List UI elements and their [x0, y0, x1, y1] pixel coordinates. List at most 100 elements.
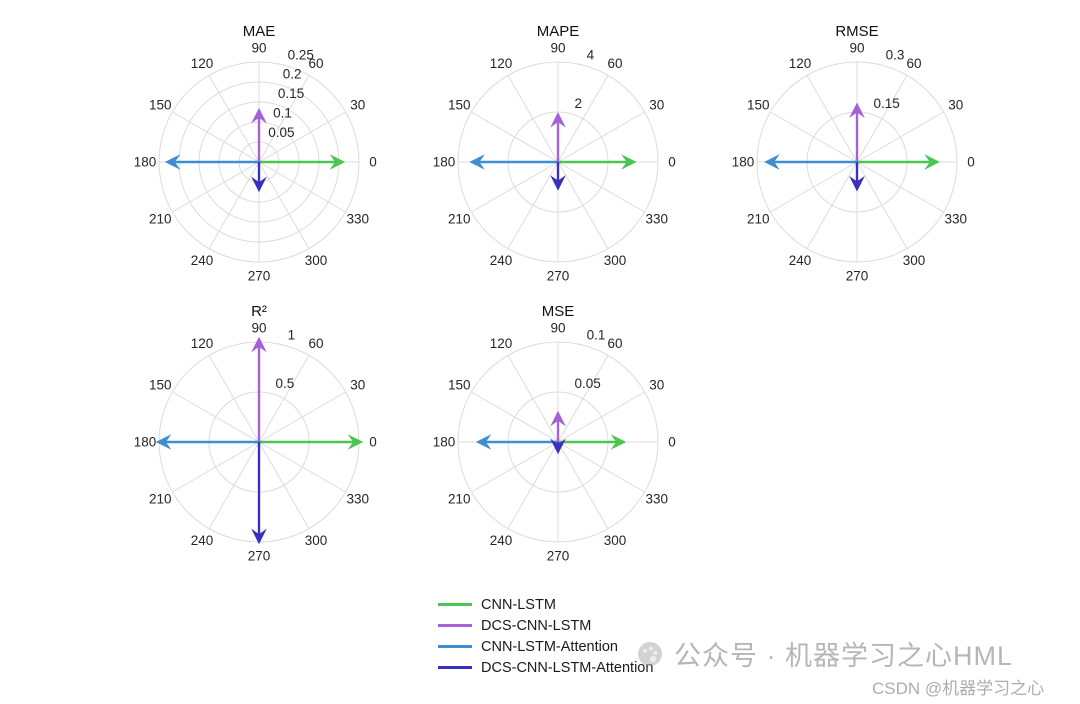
polar-chart-mae: 0 30 60 90 120 150 180 210 240 270 300 330 0.05 0.1 0.… — [124, 14, 394, 301]
angle-tick-label: 150 — [448, 378, 471, 393]
radial-tick-label: 2 — [575, 96, 583, 111]
angle-tick-label: 240 — [191, 253, 214, 268]
angle-tick-label: 270 — [547, 269, 570, 284]
angle-tick-label: 270 — [248, 269, 271, 284]
angle-tick-label: 180 — [134, 155, 157, 170]
angle-tick-label: 270 — [547, 549, 570, 564]
angle-tick-label: 60 — [607, 336, 622, 351]
angle-tick-label: 240 — [490, 533, 513, 548]
chart-title-mape: MAPE — [537, 23, 580, 40]
radial-tick-label: 0.05 — [268, 125, 294, 140]
angle-tick-label: 30 — [350, 98, 365, 113]
legend: CNN-LSTM DCS-CNN-LSTM CNN-LSTM-Attention DC… — [438, 594, 653, 678]
watermark-main: 公众号 · 机器学习之心HML — [636, 634, 1013, 673]
angle-tick-label: 120 — [490, 56, 513, 71]
angle-tick-label: 210 — [448, 212, 471, 227]
angle-tick-label: 300 — [604, 533, 627, 548]
angle-tick-label: 240 — [789, 253, 812, 268]
angle-tick-label: 0 — [668, 155, 676, 170]
watermark-main-text: 公众号 · 机器学习之心HML — [674, 641, 1013, 671]
angle-tick-label: 60 — [308, 56, 323, 71]
angle-tick-label: 120 — [789, 56, 812, 71]
angle-tick-label: 180 — [433, 155, 456, 170]
angle-tick-label: 90 — [849, 41, 864, 56]
angle-tick-label: 120 — [191, 336, 214, 351]
angle-tick-label: 330 — [944, 212, 967, 227]
angle-tick-label: 60 — [308, 336, 323, 351]
chart-title-mae: MAE — [243, 23, 276, 40]
radial-tick-label: 0.15 — [874, 96, 900, 111]
chart-title-mse: MSE — [542, 303, 575, 320]
polar-chart-r2: 0 30 60 90 120 150 180 210 240 270 300 330 0.5 1 R² — [124, 294, 394, 581]
angle-tick-label: 150 — [149, 98, 172, 113]
angle-tick-label: 210 — [149, 212, 172, 227]
watermark-logo-icon — [638, 641, 662, 666]
radial-tick-label: 0.3 — [886, 47, 905, 62]
angle-tick-label: 150 — [747, 98, 770, 113]
angle-tick-label: 150 — [448, 98, 471, 113]
radial-tick-label: 0.25 — [288, 47, 314, 62]
angle-tick-label: 180 — [134, 435, 157, 450]
angle-tick-label: 330 — [645, 492, 668, 507]
legend-swatch — [438, 603, 472, 606]
angle-tick-label: 30 — [350, 378, 365, 393]
radial-tick-label: 4 — [587, 47, 595, 62]
angle-tick-label: 30 — [948, 98, 963, 113]
angle-tick-label: 120 — [191, 56, 214, 71]
angle-tick-label: 150 — [149, 378, 172, 393]
angle-tick-label: 210 — [448, 492, 471, 507]
watermark-sub-text: CSDN @机器学习之心 — [872, 679, 1045, 698]
angle-tick-label: 90 — [550, 41, 565, 56]
angle-tick-label: 180 — [732, 155, 755, 170]
angle-tick-label: 60 — [906, 56, 921, 71]
legend-swatch — [438, 645, 472, 648]
radial-tick-label: 0.1 — [273, 105, 292, 120]
angle-tick-label: 90 — [251, 321, 266, 336]
angle-tick-label: 30 — [649, 98, 664, 113]
angle-tick-label: 240 — [490, 253, 513, 268]
angle-tick-label: 120 — [490, 336, 513, 351]
legend-item: CNN-LSTM-Attention — [438, 636, 653, 657]
angle-tick-label: 90 — [251, 41, 266, 56]
legend-label: CNN-LSTM-Attention — [481, 638, 618, 655]
legend-label: DCS-CNN-LSTM — [481, 617, 592, 634]
angle-tick-label: 300 — [305, 253, 328, 268]
polar-chart-rmse: 0 30 60 90 120 150 180 210 240 270 300 330 0.15 0.3 RM… — [722, 14, 992, 301]
legend-item: DCS-CNN-LSTM-Attention — [438, 657, 653, 678]
angle-tick-label: 180 — [433, 435, 456, 450]
angle-tick-label: 210 — [149, 492, 172, 507]
legend-swatch — [438, 666, 472, 669]
polar-chart-mape: 0 30 60 90 120 150 180 210 240 270 300 330 2 4 MAPE — [423, 14, 693, 301]
radial-tick-label: 0.2 — [283, 67, 302, 82]
legend-label: DCS-CNN-LSTM-Attention — [481, 659, 654, 676]
angle-tick-label: 0 — [668, 435, 676, 450]
angle-tick-label: 330 — [645, 212, 668, 227]
radial-tick-label: 1 — [288, 327, 296, 342]
angle-tick-label: 210 — [747, 212, 770, 227]
angle-tick-label: 330 — [346, 492, 369, 507]
angle-tick-label: 0 — [369, 435, 377, 450]
angle-tick-label: 0 — [369, 155, 377, 170]
angle-tick-label: 300 — [903, 253, 926, 268]
legend-label: CNN-LSTM — [481, 596, 556, 613]
legend-item: CNN-LSTM — [438, 594, 653, 615]
polar-chart-mse: 0 30 60 90 120 150 180 210 240 270 300 330 0.05 0.1 MS… — [423, 294, 693, 581]
angle-tick-label: 60 — [607, 56, 622, 71]
angle-tick-label: 90 — [550, 321, 565, 336]
angle-tick-label: 240 — [191, 533, 214, 548]
legend-swatch — [438, 624, 472, 627]
radial-tick-label: 0.5 — [276, 376, 295, 391]
angle-tick-label: 30 — [649, 378, 664, 393]
angle-tick-label: 300 — [305, 533, 328, 548]
radial-tick-label: 0.15 — [278, 86, 304, 101]
angle-tick-label: 300 — [604, 253, 627, 268]
angle-tick-label: 270 — [248, 549, 271, 564]
angle-tick-label: 0 — [967, 155, 975, 170]
angle-tick-label: 330 — [346, 212, 369, 227]
angle-tick-label: 270 — [846, 269, 869, 284]
legend-item: DCS-CNN-LSTM — [438, 615, 653, 636]
chart-title-r2: R² — [251, 303, 267, 320]
radial-tick-label: 0.1 — [587, 327, 606, 342]
radial-tick-label: 0.05 — [575, 376, 601, 391]
